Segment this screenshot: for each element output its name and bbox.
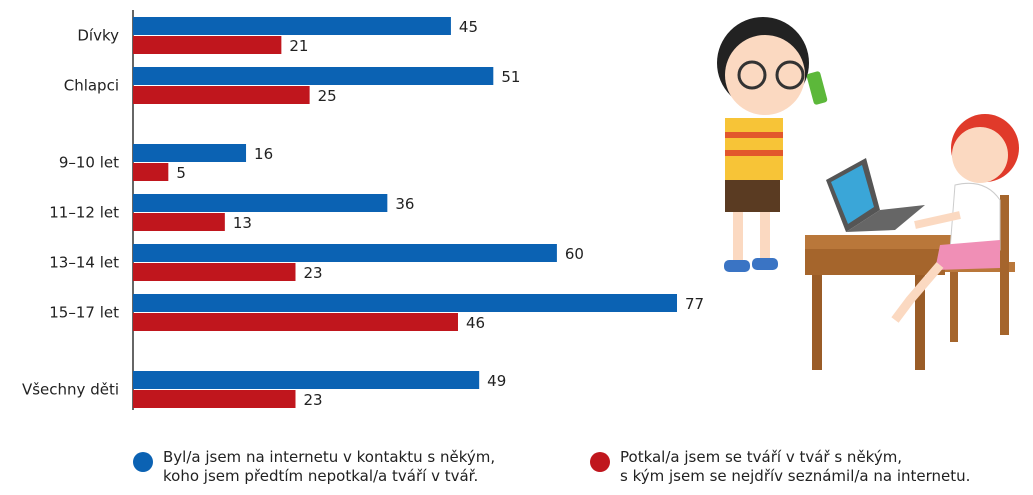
legend-item: Potkal/a jsem se tváří v tvář s někým, s… [590,448,970,486]
boy-stripe [725,150,783,156]
boy-leg [760,212,770,262]
bar [133,244,557,262]
bar [133,313,458,331]
legend-label: Potkal/a jsem se tváří v tvář s někým, s… [620,448,970,486]
boy-leg [733,212,743,262]
chair-back [1000,195,1009,335]
value-label: 49 [487,372,506,390]
chair-leg [950,272,958,342]
value-label: 25 [318,87,337,105]
category-label: Dívky [77,27,119,45]
desk-top [805,235,955,249]
value-label: 46 [466,314,485,332]
value-label: 23 [303,391,322,409]
category-label: 13–14 let [49,254,119,272]
value-label: 77 [685,295,704,313]
value-label: 5 [176,164,186,182]
boy-shirt [725,118,783,180]
chart: Dívky 45 21 Chlapci 51 25 9–10 let 16 5 11–12 let… [0,0,1033,495]
page: {"chart_data": {"type": "bar", "orientat… [0,0,1033,495]
category-label: 15–17 let [49,304,119,322]
category-label: Chlapci [64,77,119,95]
value-label: 45 [459,18,478,36]
bar [133,67,493,85]
bar [133,263,295,281]
bar [133,390,295,408]
desk-leg [812,275,822,370]
bar [133,371,479,389]
bar [133,86,310,104]
bar [133,163,168,181]
value-label: 13 [233,214,252,232]
boy-stripe [725,132,783,138]
boy-shoe [752,258,778,270]
bar [133,144,246,162]
legend-swatch [133,452,153,472]
value-label: 51 [501,68,520,86]
boy-shorts [725,180,780,212]
bar [133,213,225,231]
boy-phone [806,71,828,106]
legend-swatch [590,452,610,472]
legend-label: Byl/a jsem na internetu v kontaktu s něk… [163,448,495,486]
girl-face [952,127,1008,183]
bar [133,294,677,312]
value-label: 21 [289,37,308,55]
value-label: 60 [565,245,584,263]
category-label: Všechny děti [22,381,119,399]
bar [133,17,451,35]
value-label: 36 [395,195,414,213]
legend-item: Byl/a jsem na internetu v kontaktu s něk… [133,448,495,486]
desk-front [805,249,945,275]
bar [133,36,281,54]
category-label: 11–12 let [49,204,119,222]
bar [133,194,387,212]
category-label: 9–10 let [59,154,119,172]
value-label: 23 [303,264,322,282]
illustration [717,17,1019,370]
value-label: 16 [254,145,273,163]
boy-shoe [724,260,750,272]
